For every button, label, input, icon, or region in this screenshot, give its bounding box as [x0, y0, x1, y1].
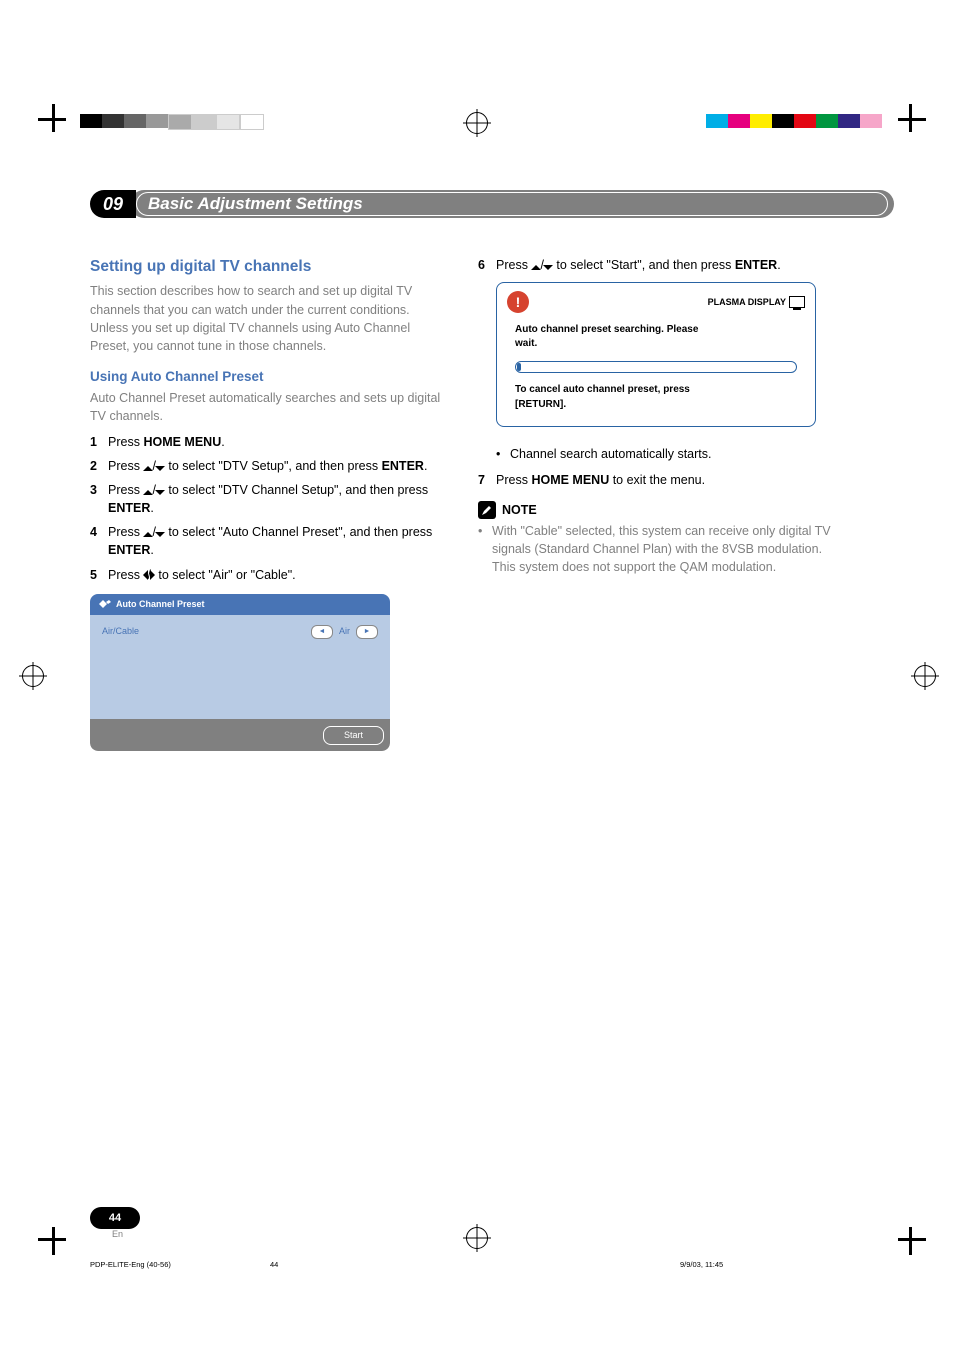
- page-content: 09 Basic Adjustment Settings Setting up …: [90, 190, 894, 1241]
- osd-footer: Start: [90, 719, 390, 751]
- note-text: With "Cable" selected, this system can r…: [478, 522, 838, 576]
- crosshair-icon: [466, 1227, 488, 1249]
- crosshair-icon: [466, 112, 488, 134]
- chapter-number: 09: [90, 190, 136, 218]
- section-heading: Setting up digital TV channels: [90, 256, 450, 278]
- grayscale-swatches: [80, 114, 264, 128]
- section-intro: This section describes how to search and…: [90, 282, 450, 355]
- column-right: 6 Press / to select "Start", and then pr…: [478, 238, 838, 751]
- instruction-step: 4 Press / to select "Auto Channel Preset…: [90, 523, 450, 559]
- column-left: Setting up digital TV channels This sect…: [90, 238, 450, 751]
- instruction-list: 1 Press HOME MENU. 2 Press / to select "…: [90, 433, 450, 584]
- dialog-box: ! PLASMA DISPLAY Auto channel preset sea…: [496, 282, 816, 427]
- arrow-down-icon: [155, 532, 165, 537]
- pencil-icon: [478, 501, 496, 519]
- bullet-list: Channel search automatically starts.: [496, 445, 838, 463]
- tv-icon: [789, 296, 805, 308]
- note-body: With "Cable" selected, this system can r…: [478, 522, 838, 576]
- dialog-message: Auto channel preset searching. Please wa…: [507, 323, 805, 357]
- instruction-step: 1 Press HOME MENU.: [90, 433, 450, 451]
- osd-row-label: Air/Cable: [102, 625, 139, 638]
- chapter-title-bar: Basic Adjustment Settings: [130, 190, 894, 218]
- osd-body: Air/Cable ◄ Air ►: [90, 615, 390, 719]
- instruction-step: 7 Press HOME MENU to exit the menu.: [478, 471, 838, 489]
- note-label: NOTE: [502, 501, 537, 519]
- note-header: NOTE: [478, 501, 838, 519]
- dialog-header: ! PLASMA DISPLAY: [507, 291, 805, 313]
- satellite-icon: [98, 599, 112, 609]
- instruction-list: 7 Press HOME MENU to exit the menu.: [478, 471, 838, 489]
- instruction-list: 6 Press / to select "Start", and then pr…: [478, 256, 838, 274]
- instruction-step: 2 Press / to select "DTV Setup", and the…: [90, 457, 450, 475]
- arrow-down-icon: [155, 466, 165, 471]
- osd-prev-icon: ◄: [311, 625, 333, 639]
- crosshair-icon: [22, 665, 44, 687]
- alert-icon: !: [507, 291, 529, 313]
- arrow-down-icon: [543, 265, 553, 270]
- chapter-header: 09 Basic Adjustment Settings: [90, 190, 894, 218]
- color-swatches: [706, 114, 882, 128]
- instruction-step: 5 Press / to select "Air" or "Cable".: [90, 566, 450, 584]
- osd-row: Air/Cable ◄ Air ►: [98, 623, 382, 641]
- progress-bar: [515, 361, 797, 373]
- osd-preview: Auto Channel Preset Air/Cable ◄ Air ► St…: [90, 594, 390, 751]
- instruction-step: 3 Press / to select "DTV Channel Setup",…: [90, 481, 450, 517]
- dialog-brand: PLASMA DISPLAY: [708, 296, 805, 309]
- bullet-item: Channel search automatically starts.: [496, 445, 838, 463]
- subsection-heading: Using Auto Channel Preset: [90, 367, 450, 387]
- osd-next-icon: ►: [356, 625, 378, 639]
- osd-title: Auto Channel Preset: [90, 594, 390, 615]
- osd-start-button: Start: [323, 726, 384, 745]
- instruction-step: 6 Press / to select "Start", and then pr…: [478, 256, 838, 274]
- dialog-message-2: To cancel auto channel preset, press [RE…: [507, 383, 805, 418]
- arrow-down-icon: [155, 490, 165, 495]
- subsection-desc: Auto Channel Preset automatically search…: [90, 389, 450, 425]
- chapter-title: Basic Adjustment Settings: [148, 194, 363, 214]
- crosshair-icon: [914, 665, 936, 687]
- osd-row-value: ◄ Air ►: [311, 625, 378, 639]
- registration-bottom: [0, 1151, 954, 1281]
